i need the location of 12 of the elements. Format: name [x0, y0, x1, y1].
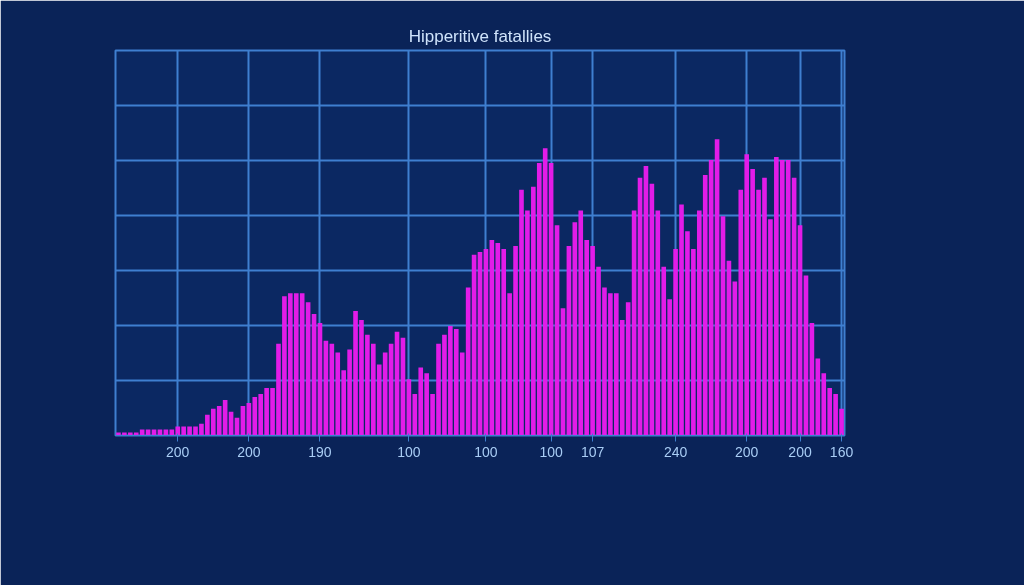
x-tick-label: 100 — [474, 443, 498, 460]
x-tick-label: 100 — [397, 443, 421, 460]
x-tick-label: 200 — [237, 443, 261, 460]
chart-title: Hipperitive fatallies — [408, 26, 552, 46]
x-tick-label: 160 — [829, 443, 854, 460]
x-tick-label: 100 — [539, 443, 564, 460]
x-tick-label: 200 — [735, 443, 759, 460]
x-tick-label: 240 — [663, 443, 688, 460]
x-tick-label: 200 — [166, 443, 190, 460]
x-tick-label: 107 — [580, 443, 605, 460]
x-tick-label: 200 — [788, 443, 812, 460]
x-tick-label: 190 — [308, 443, 332, 460]
